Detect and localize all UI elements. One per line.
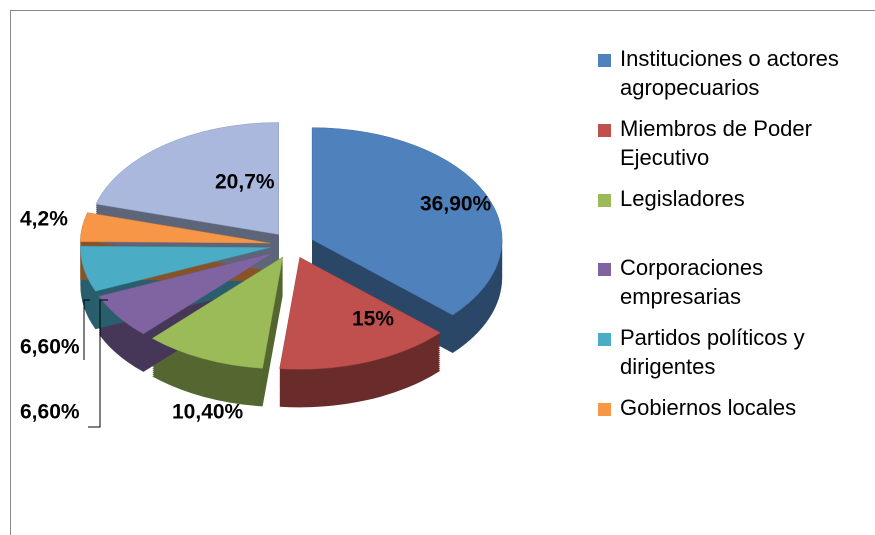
- legend-swatch: [598, 403, 611, 416]
- data-label: 6,60%: [20, 401, 80, 424]
- legend-swatch: [598, 263, 611, 276]
- data-label: 15%: [352, 308, 394, 331]
- legend-item: Gobiernos locales: [598, 393, 858, 422]
- slice-tops: [79, 122, 503, 370]
- legend-label: Partidos políticos y dirigentes: [620, 325, 805, 379]
- legend: Instituciones o actores agropecuarios Mie…: [598, 44, 858, 422]
- legend-label: Corporaciones empresarias: [620, 255, 764, 309]
- legend-label: Gobiernos locales: [620, 395, 797, 420]
- slice: [311, 127, 503, 316]
- data-label: 4,2%: [20, 208, 68, 231]
- leader-line: [88, 299, 108, 428]
- slice: [80, 245, 271, 292]
- data-label: 20,7%: [215, 171, 275, 194]
- data-label: 36,90%: [420, 193, 492, 216]
- legend-item: Corporaciones empresarias: [598, 253, 858, 311]
- slice: [98, 252, 275, 335]
- legend-swatch: [598, 124, 611, 137]
- slice: [79, 212, 271, 244]
- data-label: 10,40%: [172, 401, 244, 424]
- legend-item: Instituciones o actores agropecuarios: [598, 44, 858, 102]
- legend-label: Miembros de Poder Ejecutivo: [620, 116, 812, 170]
- legend-swatch: [598, 194, 611, 207]
- frame-border: [10, 10, 875, 535]
- legend-item: Partidos políticos y dirigentes: [598, 323, 858, 381]
- legend-label: Instituciones o actores agropecuarios: [620, 46, 839, 100]
- legend-label: Legisladores: [620, 186, 745, 211]
- data-label: 6,60%: [20, 336, 80, 359]
- legend-swatch: [598, 54, 611, 67]
- leader-line: [83, 299, 90, 360]
- slice: [279, 256, 441, 370]
- legend-swatch: [598, 333, 611, 346]
- legend-item: Legisladores: [598, 184, 858, 213]
- legend-item: Miembros de Poder Ejecutivo: [598, 114, 858, 172]
- slice: [151, 256, 284, 369]
- slice: [95, 122, 279, 235]
